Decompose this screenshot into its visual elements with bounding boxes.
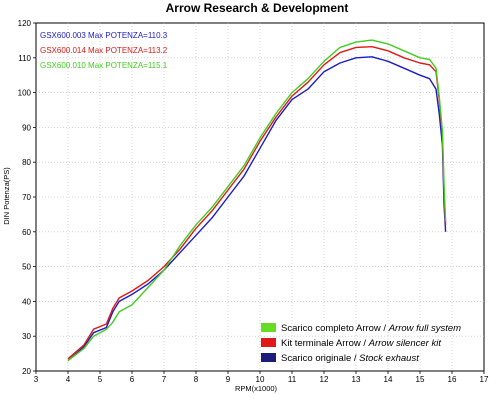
max-power-label: GSX600.003 Max POTENZA=110.3	[40, 31, 168, 40]
series-line-3	[67, 39, 447, 362]
gridlines	[33, 22, 485, 374]
x-tick-label: 4	[66, 375, 71, 384]
legend: Scarico completo Arrow / Arrow full syst…	[261, 323, 461, 364]
legend-swatch	[261, 338, 276, 347]
x-tick-label: 10	[256, 375, 265, 384]
y-tick-label: 90	[22, 123, 31, 132]
series-line-2	[67, 46, 447, 360]
max-power-labels: GSX600.003 Max POTENZA=110.3 GSX600.014 M…	[40, 31, 168, 70]
x-tick-label: 6	[130, 375, 135, 384]
y-tick-label: 50	[22, 263, 31, 272]
max-power-label: GSX600.014 Max POTENZA=113.2	[40, 46, 168, 55]
y-tick-label: 100	[18, 89, 32, 98]
legend-entry-label: Scarico originale / Stock exhaust	[281, 353, 419, 364]
y-tick-label: 70	[22, 193, 31, 202]
y-tick-label: 20	[22, 367, 31, 376]
x-tick-label: 12	[320, 375, 329, 384]
legend-entry-label: Kit terminale Arrow / Arrow silencer kit	[281, 338, 441, 349]
y-tick-label: 120	[18, 19, 32, 28]
x-tick-label: 14	[384, 375, 393, 384]
y-tick-label: 110	[18, 54, 31, 63]
tick-labels: 3 4 5 6 7 8 9 10 11 12 13 14 15 16 17 20 30 40 50 60 70 80 90 1…	[18, 19, 489, 384]
x-tick-label: 8	[194, 375, 199, 384]
x-tick-label: 16	[448, 375, 457, 384]
y-axis-label: DIN Potenza(PS)	[2, 167, 11, 225]
x-tick-label: 17	[480, 375, 489, 384]
legend-swatch	[261, 323, 276, 332]
max-power-label: GSX600.010 Max POTENZA=115.1	[40, 61, 168, 70]
x-tick-label: 13	[352, 375, 361, 384]
y-tick-label: 80	[22, 158, 31, 167]
chart-title: Arrow Research & Development	[166, 1, 349, 15]
series-lines	[67, 39, 447, 362]
x-tick-label: 15	[416, 375, 425, 384]
legend-swatch	[261, 353, 276, 362]
x-tick-label: 5	[98, 375, 103, 384]
x-tick-label: 7	[162, 375, 167, 384]
x-tick-label: 9	[226, 375, 231, 384]
y-tick-label: 40	[22, 297, 31, 306]
y-tick-label: 60	[22, 228, 31, 237]
x-tick-label: 3	[34, 375, 39, 384]
legend-entry-label: Scarico completo Arrow / Arrow full syst…	[281, 323, 461, 334]
y-tick-label: 30	[22, 332, 31, 341]
series-line-1	[67, 56, 447, 362]
x-axis-label: RPM(x1000)	[235, 384, 278, 393]
x-tick-label: 11	[288, 375, 297, 384]
